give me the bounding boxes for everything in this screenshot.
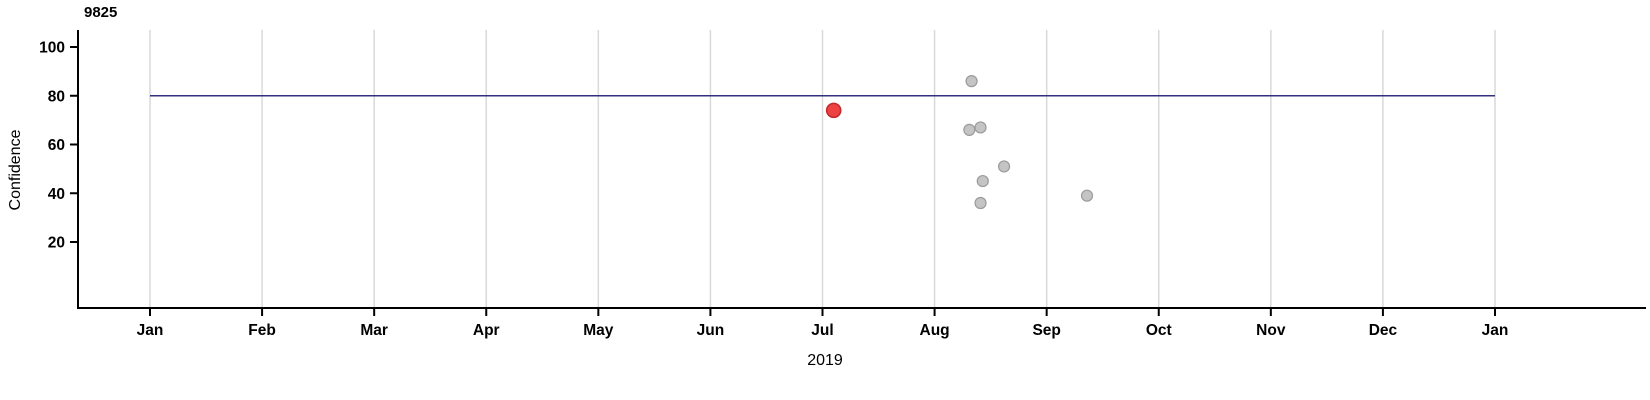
x-axis-title: 2019: [807, 352, 843, 369]
x-tick-label: Jul: [811, 322, 833, 339]
x-tick-label: Dec: [1369, 322, 1398, 339]
chart-title: 9825: [84, 4, 118, 21]
x-tick-label: May: [583, 322, 614, 339]
y-tick-label: 20: [48, 235, 65, 252]
x-tick-label: Aug: [920, 322, 950, 339]
y-tick-label: 60: [48, 137, 65, 154]
x-tick-label: Jan: [137, 322, 164, 339]
y-tick-label: 100: [39, 40, 65, 57]
x-tick-label: Jan: [1482, 322, 1509, 339]
y-axis-title: Confidence: [7, 129, 24, 211]
y-tick-label: 80: [48, 88, 65, 105]
data-point: [997, 160, 1011, 173]
x-tick-label: Nov: [1256, 322, 1286, 339]
data-point: [976, 174, 989, 188]
x-tick-label: Jun: [697, 322, 725, 339]
x-tick-label: Feb: [248, 322, 276, 339]
data-point: [963, 123, 976, 136]
highlighted-data-point: [825, 102, 842, 119]
data-point: [974, 196, 987, 210]
y-tick-label: 40: [48, 186, 65, 203]
x-tick-label: Apr: [473, 322, 500, 339]
data-point: [965, 75, 978, 88]
x-tick-label: Sep: [1032, 322, 1060, 339]
data-point: [1080, 189, 1094, 202]
x-tick-label: Oct: [1146, 322, 1172, 339]
x-tick-label: Mar: [360, 322, 388, 339]
data-point: [974, 121, 987, 134]
